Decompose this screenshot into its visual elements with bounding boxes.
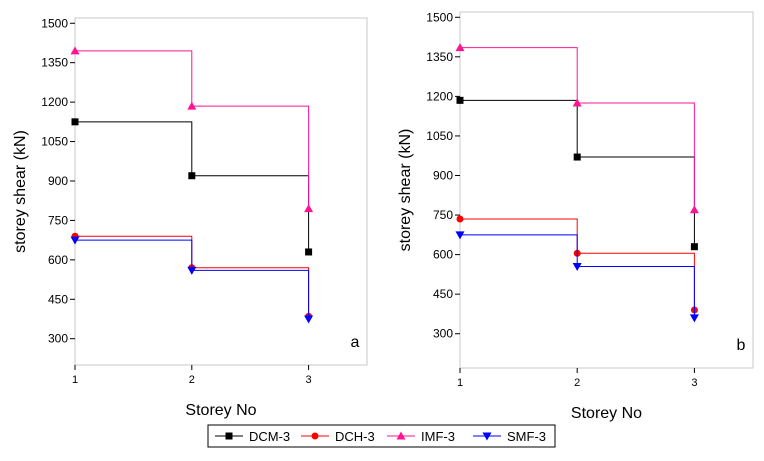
y-tick-label: 900 [433, 168, 453, 182]
y-tick-label: 450 [48, 292, 68, 306]
step-line [460, 234, 695, 318]
y-axis-title: storey shear (kN) [397, 129, 414, 252]
panel-label: b [737, 337, 746, 354]
x-axis-title: Storey No [185, 402, 256, 419]
y-tick-label: 450 [433, 287, 453, 301]
marker [305, 248, 313, 256]
y-tick-label: 750 [433, 208, 453, 222]
marker [311, 432, 319, 440]
legend-box [207, 424, 556, 448]
y-tick-label: 300 [48, 332, 68, 346]
y-tick-label: 750 [48, 213, 68, 227]
marker [455, 231, 465, 240]
x-axis-title: Storey No [571, 405, 642, 422]
marker [572, 262, 582, 271]
x-tick-label: 3 [306, 374, 312, 386]
step-line [75, 239, 310, 319]
marker [456, 96, 464, 104]
plot-frame [74, 17, 368, 366]
marker [187, 101, 197, 110]
y-tick-label: 1500 [41, 16, 68, 30]
marker [572, 98, 582, 107]
marker [455, 43, 465, 52]
marker [70, 46, 80, 55]
y-tick-label: 600 [48, 253, 68, 267]
marker [188, 172, 196, 180]
y-tick-label: 1350 [426, 50, 453, 64]
y-tick-label: 1500 [426, 10, 453, 24]
marker [70, 236, 80, 245]
y-tick-label: 1200 [426, 89, 453, 103]
x-tick-label: 2 [574, 377, 580, 389]
panel-label: a [351, 334, 360, 351]
y-tick-label: 900 [48, 174, 68, 188]
marker [573, 153, 581, 161]
legend-label: DCH-3 [335, 429, 375, 444]
legend-label: SMF-3 [507, 429, 546, 444]
y-tick-label: 1050 [41, 135, 68, 149]
marker [690, 243, 698, 251]
y-tick-label: 1200 [41, 95, 68, 109]
marker [187, 266, 197, 275]
x-tick-label: 2 [189, 374, 195, 386]
x-tick-label: 1 [72, 374, 78, 386]
marker [689, 314, 699, 323]
x-tick-label: 1 [457, 377, 463, 389]
marker [689, 205, 699, 214]
step-line [75, 121, 310, 252]
y-tick-label: 600 [433, 248, 453, 262]
legend-label: DCM-3 [249, 429, 290, 444]
marker [482, 432, 492, 441]
y-tick-label: 1350 [41, 56, 68, 70]
plot-frame [459, 11, 754, 369]
marker [71, 118, 79, 126]
marker [456, 215, 464, 223]
y-tick-label: 300 [433, 327, 453, 341]
y-axis-title: storey shear (kN) [12, 130, 29, 253]
y-tick-label: 1050 [426, 129, 453, 143]
legend-label: IMF-3 [421, 429, 455, 444]
marker [396, 431, 406, 440]
x-tick-label: 3 [691, 377, 697, 389]
marker [304, 315, 314, 324]
marker [304, 204, 314, 213]
marker [225, 432, 233, 440]
